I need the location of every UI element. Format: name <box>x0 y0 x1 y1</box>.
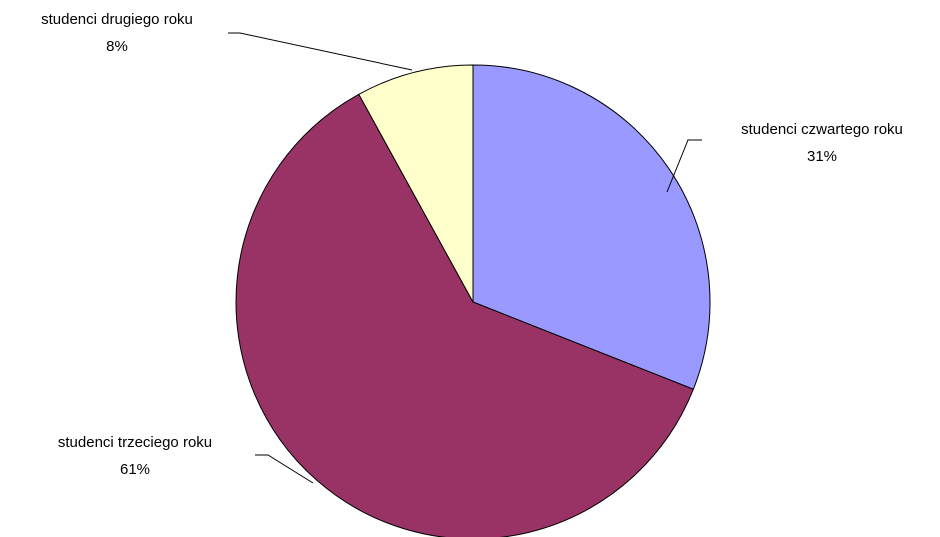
pie-slice <box>235 93 695 537</box>
slice-label: studenci trzeciego roku <box>58 434 212 451</box>
pie-slice <box>472 64 711 390</box>
leader-line <box>228 32 413 71</box>
slice-label: studenci czwartego roku <box>741 121 903 138</box>
slice-label: studenci drugiego roku <box>41 11 193 28</box>
slice-value-label: 61% <box>120 461 150 478</box>
slice-value-label: 8% <box>106 38 128 55</box>
slice-value-label: 31% <box>807 148 837 165</box>
pie-slice <box>358 64 474 303</box>
leader-line <box>666 139 702 193</box>
leader-line <box>255 454 314 484</box>
